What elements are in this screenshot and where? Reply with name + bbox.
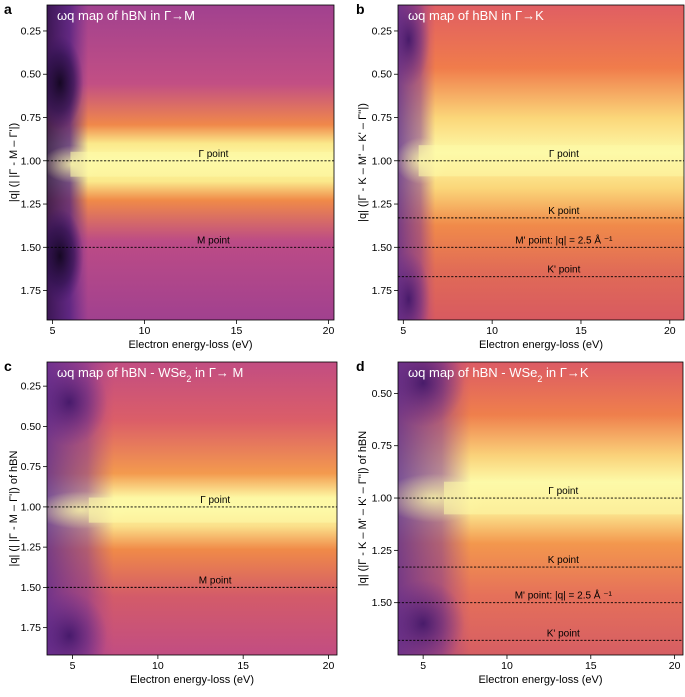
y-tick-label-2: 0.75 [372, 112, 393, 124]
y-tick-label-5: 1.50 [372, 242, 393, 254]
y-tick-label-2: 0.75 [21, 112, 42, 124]
y-tick-label-3: 1.00 [21, 155, 42, 167]
y-tick-label-3: 1.00 [372, 155, 393, 167]
title-tail: in Γ→K [542, 365, 589, 380]
marker-label-1: M point [199, 575, 232, 586]
x-tick-label-2: 15 [231, 325, 243, 337]
y-tick-label-1: 0.50 [21, 421, 42, 433]
x-tick-label-1: 10 [486, 325, 498, 337]
panel-title: ωq map of hBN - WSe2 in Γ→ M [57, 365, 243, 384]
x-tick-label-1: 10 [152, 660, 164, 672]
x-tick-label-1: 10 [139, 325, 151, 337]
y-tick-label-1: 0.75 [372, 440, 393, 452]
marker-label-3: K' point [547, 265, 580, 276]
panel-title: ωq map of hBN in Γ→K [408, 8, 544, 23]
x-tick-label-1: 10 [501, 660, 513, 672]
marker-label-0: Γ point [198, 149, 228, 160]
marker-label-3: K' point [547, 628, 580, 639]
x-tick-label-3: 20 [664, 325, 676, 337]
title-tail: in Γ→ M [191, 365, 243, 380]
y-tick-label-3: 1.00 [21, 501, 42, 513]
bright-band-core [70, 151, 334, 177]
dark-region-0 [398, 251, 430, 320]
marker-label-2: M' point: |q| = 2.5 Å ⁻¹ [515, 589, 613, 602]
plot-frame [46, 4, 335, 321]
plot-frame [397, 361, 684, 656]
panel-letter: b [356, 1, 365, 17]
panel-letter: c [4, 358, 12, 374]
bright-band-core [88, 497, 337, 523]
y-axis-label: |q| (| |Γ - M – Γ'|) of hBN [8, 450, 20, 566]
y-tick-label-6: 1.75 [372, 285, 393, 297]
marker-label-2: M' point: |q| = 2.5 Å ⁻¹ [515, 233, 613, 246]
marker-label-1: M point [197, 235, 230, 246]
x-tick-label-2: 15 [585, 660, 597, 672]
heatmap-body [47, 362, 337, 655]
x-tick-label-2: 15 [575, 325, 587, 337]
panel-a: Γ point M point ωq map of hBN in Γ→M a 5 10 15… [4, 1, 335, 351]
marker-label-0: Γ point [549, 149, 579, 160]
dark-region-0 [47, 362, 108, 447]
x-tick-label-3: 20 [669, 660, 681, 672]
x-axis-label: Electron energy-loss (eV) [128, 339, 252, 351]
title-subscript: 2 [186, 374, 191, 384]
panel-c: Γ point M point ωq map of hBN - WSe2 in Γ→… [4, 358, 338, 686]
panel-b: Γ point K point M' point: |q| = 2.5 Å ⁻¹ K'… [356, 1, 685, 351]
heatmap-body [398, 5, 684, 320]
marker-label-0: Γ point [548, 486, 578, 497]
y-axis-label: |q| (|Γ - K – M' – K' – Γ''|) of hBN [357, 431, 369, 586]
panel-title: ωq map of hBN in Γ→M [57, 8, 195, 23]
heatmap-body [47, 5, 334, 320]
y-tick-label-0: 0.25 [21, 25, 42, 37]
dark-region-1 [47, 208, 84, 304]
y-tick-label-4: 1.25 [372, 199, 393, 211]
panel-title: ωq map of hBN - WSe2 in Γ→K [408, 365, 589, 384]
title-subscript: 2 [537, 374, 542, 384]
y-tick-label-0: 0.25 [21, 381, 42, 393]
x-tick-label-3: 20 [323, 325, 335, 337]
panel-letter: a [4, 1, 12, 17]
y-axis-label: |q| (|Γ - K – M' – K' – Γ''|) [357, 103, 369, 222]
y-tick-label-2: 0.75 [21, 461, 42, 473]
marker-label-1: K point [548, 555, 579, 566]
y-tick-label-0: 0.50 [372, 388, 393, 400]
dark-region-1 [398, 5, 430, 87]
x-tick-label-3: 20 [323, 660, 335, 672]
dark-region-1 [47, 591, 108, 655]
y-tick-label-4: 1.50 [372, 597, 393, 609]
x-axis-label: Electron energy-loss (eV) [130, 674, 254, 686]
y-tick-label-5: 1.50 [21, 582, 42, 594]
panel-d: Γ point K point M' point: |q| = 2.5 Å ⁻¹ K'… [356, 358, 684, 686]
panel-letter: d [356, 358, 365, 374]
x-axis-label: Electron energy-loss (eV) [478, 674, 602, 686]
y-tick-label-0: 0.25 [372, 25, 393, 37]
x-tick-label-0: 5 [400, 325, 406, 337]
y-tick-label-1: 0.50 [372, 69, 393, 81]
y-tick-label-5: 1.50 [21, 242, 42, 254]
y-tick-label-6: 1.75 [21, 285, 42, 297]
y-axis-label: |q| (| |Γ - M – Γ'|) [8, 123, 20, 202]
y-tick-label-6: 1.75 [21, 622, 42, 634]
marker-label-0: Γ point [200, 495, 230, 506]
x-tick-label-0: 5 [70, 660, 76, 672]
heatmap-body [398, 362, 683, 655]
y-tick-label-4: 1.25 [21, 199, 42, 211]
x-tick-label-0: 5 [50, 325, 56, 337]
plot-frame [397, 4, 685, 321]
y-tick-label-4: 1.25 [21, 542, 42, 554]
y-tick-label-2: 1.00 [372, 493, 393, 505]
dark-region-1 [398, 579, 465, 655]
y-tick-label-3: 1.25 [372, 545, 393, 557]
plot-frame [46, 361, 338, 656]
marker-label-1: K point [548, 206, 579, 217]
y-tick-label-1: 0.50 [21, 69, 42, 81]
x-axis-label: Electron energy-loss (eV) [479, 339, 603, 351]
dark-region-0 [47, 35, 84, 131]
dark-region-0 [398, 362, 465, 427]
x-tick-label-2: 15 [237, 660, 249, 672]
x-tick-label-0: 5 [420, 660, 426, 672]
